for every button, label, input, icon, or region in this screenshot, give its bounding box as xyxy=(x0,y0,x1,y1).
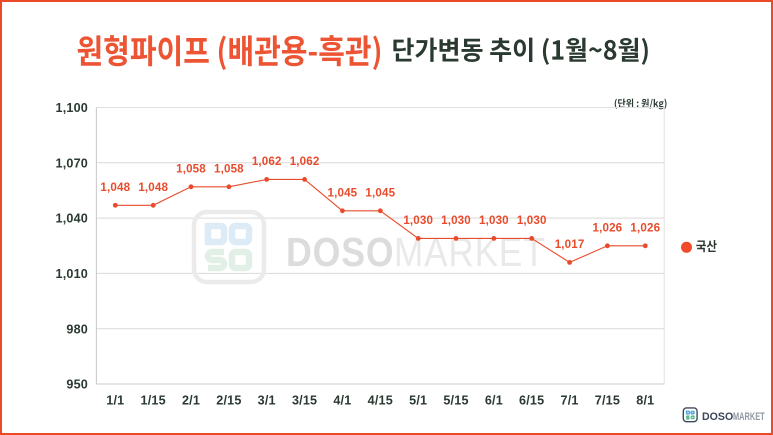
svg-text:1/15: 1/15 xyxy=(141,393,166,407)
svg-text:1,058: 1,058 xyxy=(176,162,206,175)
svg-text:4/1: 4/1 xyxy=(333,393,351,407)
svg-text:4/15: 4/15 xyxy=(368,393,393,407)
svg-text:1,100: 1,100 xyxy=(55,101,88,115)
svg-text:6/1: 6/1 xyxy=(485,393,503,407)
svg-text:3/15: 3/15 xyxy=(292,393,317,407)
svg-text:DOSO: DOSO xyxy=(286,230,394,276)
svg-text:1,058: 1,058 xyxy=(214,162,244,175)
svg-text:1,030: 1,030 xyxy=(517,214,547,227)
svg-text:1,030: 1,030 xyxy=(403,214,433,227)
svg-text:7/15: 7/15 xyxy=(595,393,620,407)
svg-text:1,017: 1,017 xyxy=(555,238,585,251)
svg-text:1,070: 1,070 xyxy=(55,156,88,170)
svg-text:980: 980 xyxy=(66,322,88,336)
svg-text:1,062: 1,062 xyxy=(290,155,320,168)
svg-text:7/1: 7/1 xyxy=(561,393,579,407)
svg-text:1,040: 1,040 xyxy=(55,212,88,226)
svg-text:1,026: 1,026 xyxy=(630,221,660,234)
svg-text:1,045: 1,045 xyxy=(365,186,395,199)
svg-text:3/1: 3/1 xyxy=(258,393,276,407)
svg-text:1,048: 1,048 xyxy=(138,181,168,194)
svg-text:950: 950 xyxy=(66,378,88,392)
svg-text:1,010: 1,010 xyxy=(55,267,88,281)
svg-text:6/15: 6/15 xyxy=(519,393,544,407)
svg-text:MARKET: MARKET xyxy=(394,229,546,275)
svg-text:8/1: 8/1 xyxy=(636,393,654,407)
svg-text:5/1: 5/1 xyxy=(409,393,427,407)
svg-text:1/1: 1/1 xyxy=(106,393,124,407)
svg-text:1,030: 1,030 xyxy=(479,214,509,227)
svg-text:1,030: 1,030 xyxy=(441,214,471,227)
svg-text:MARKET: MARKET xyxy=(733,411,765,423)
svg-text:2/1: 2/1 xyxy=(182,393,200,407)
svg-text:1,062: 1,062 xyxy=(252,155,282,168)
svg-text:DOSO: DOSO xyxy=(702,411,733,423)
svg-text:1,026: 1,026 xyxy=(593,221,623,234)
svg-text:1,045: 1,045 xyxy=(328,186,358,199)
svg-text:5/15: 5/15 xyxy=(443,393,468,407)
svg-text:1,048: 1,048 xyxy=(100,181,130,194)
svg-text:2/15: 2/15 xyxy=(216,393,241,407)
